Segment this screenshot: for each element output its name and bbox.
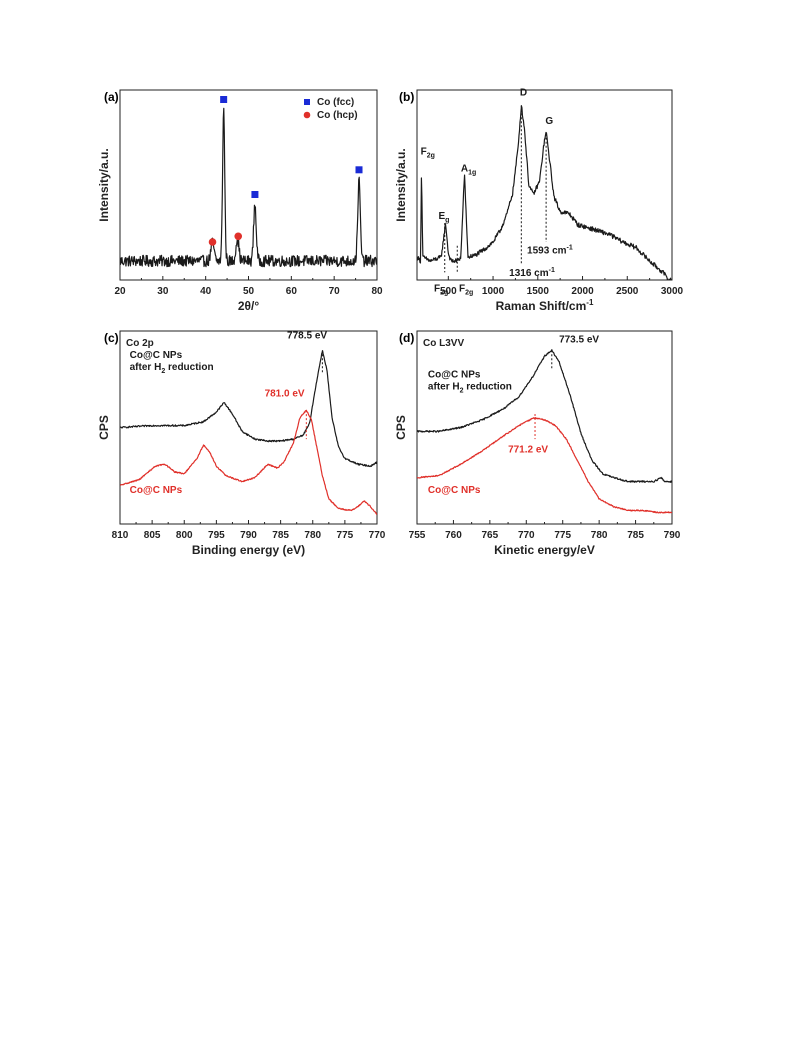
peak-annotation: 771.2 eV — [508, 445, 548, 456]
panel-c: (c) Co 2p 810 805 800 795 790 785 780 775 770 Bindi… — [97, 330, 386, 557]
x-tick-label: 810 — [112, 530, 129, 541]
x-tick-label: 500 — [440, 286, 457, 297]
series-label: Co@C NPs — [130, 485, 183, 496]
x-tick-label: 60 — [286, 286, 298, 297]
x-tick-label: 760 — [445, 530, 462, 541]
hcp-marker — [234, 232, 243, 241]
panel-a: (a) 20 30 40 50 60 70 80 2θ/° Intensity/a.u. Co (f… — [97, 89, 383, 313]
x-tick-label: 785 — [272, 530, 289, 541]
peak-annotation: 778.5 eV — [287, 331, 327, 342]
series-line-2 — [120, 409, 377, 516]
x-tick-label: 40 — [200, 286, 212, 297]
x-tick-label: 70 — [329, 286, 341, 297]
x-tick-label: 805 — [144, 530, 161, 541]
x-tick-label: 755 — [409, 530, 426, 541]
x-tick-label: 30 — [157, 286, 169, 297]
x-tick-label: 790 — [240, 530, 257, 541]
legend-label: Co (fcc) — [317, 97, 354, 108]
series-label: Co@C NPs — [428, 485, 481, 496]
y-axis-title: CPS — [97, 415, 111, 440]
x-tick-label: 775 — [337, 530, 354, 541]
plot-area — [120, 350, 377, 516]
x-tick-label: 780 — [304, 530, 321, 541]
series-label: Co@C NPs — [130, 350, 183, 361]
fcc-marker — [355, 166, 363, 174]
x-axis-title: 2θ/° — [238, 299, 259, 313]
x-tick-label: 3000 — [661, 286, 684, 297]
peak-annotation: 773.5 eV — [559, 335, 599, 346]
y-axis-title: CPS — [394, 415, 408, 440]
series-line-1 — [120, 350, 377, 468]
peak-label: Eg — [438, 211, 449, 224]
series-line-2 — [417, 416, 672, 514]
y-axis-title: Intensity/a.u. — [97, 148, 111, 221]
series-label: Co@C NPs — [428, 369, 481, 380]
plot-frame — [416, 89, 673, 281]
peak-annotation: 781.0 eV — [265, 389, 305, 400]
panel-d: (d) Co L3VV 755 760 765 770 775 780 785 790 Kineti… — [394, 330, 681, 557]
x-axis-title: Raman Shift/cm-1 — [496, 298, 594, 313]
x-tick-label: 1500 — [527, 286, 550, 297]
peak-label: G — [545, 116, 553, 127]
series-label: after H2 reduction — [428, 381, 512, 394]
peak-label: A1g — [461, 164, 476, 177]
peak-label: 1316 cm-1 — [509, 267, 555, 279]
x-tick-label: 770 — [518, 530, 535, 541]
plot-area — [417, 105, 672, 280]
panel-letter: (b) — [399, 90, 414, 104]
x-tick-label: 800 — [176, 530, 193, 541]
x-tick-label: 765 — [482, 530, 499, 541]
legend-label: Co (hcp) — [317, 110, 358, 121]
x-tick-label: 795 — [208, 530, 225, 541]
legend-swatch — [303, 111, 311, 119]
x-tick-label: 80 — [371, 286, 383, 297]
plot-area — [120, 107, 377, 268]
x-tick-label: 785 — [627, 530, 644, 541]
fcc-marker — [220, 96, 228, 103]
hcp-marker — [208, 238, 217, 246]
peak-label: 1593 cm-1 — [527, 244, 573, 256]
series-label: after H2 reduction — [130, 362, 214, 375]
legend-swatch — [304, 99, 310, 105]
panel-title: Co 2p — [126, 338, 154, 349]
x-tick-label: 790 — [664, 530, 681, 541]
x-tick-label: 2500 — [616, 286, 639, 297]
peak-label: F2g — [421, 147, 435, 160]
peak-label: F2g — [459, 283, 473, 296]
x-tick-label: 770 — [369, 530, 386, 541]
plot-area — [417, 349, 672, 514]
panel-b: (b) 500 1000 1500 2000 2500 3000 Raman Shift/cm… — [394, 88, 684, 313]
series-line-1 — [417, 105, 672, 280]
panel-title: Co L3VV — [423, 338, 464, 349]
series-line-1 — [417, 349, 672, 483]
x-tick-label: 2000 — [571, 286, 594, 297]
panel-letter: (d) — [399, 331, 414, 345]
x-tick-label: 50 — [243, 286, 255, 297]
peak-label: D — [520, 88, 527, 99]
fcc-marker — [251, 191, 259, 198]
x-tick-label: 775 — [554, 530, 571, 541]
y-axis-title: Intensity/a.u. — [394, 148, 408, 221]
x-tick-label: 20 — [114, 286, 126, 297]
panel-letter: (a) — [104, 90, 119, 104]
x-axis-title: Binding energy (eV) — [192, 543, 305, 557]
x-tick-label: 1000 — [482, 286, 505, 297]
x-axis-title: Kinetic energy/eV — [494, 543, 595, 557]
series-line-1 — [120, 107, 377, 268]
x-tick-label: 780 — [591, 530, 608, 541]
panel-letter: (c) — [104, 331, 119, 345]
